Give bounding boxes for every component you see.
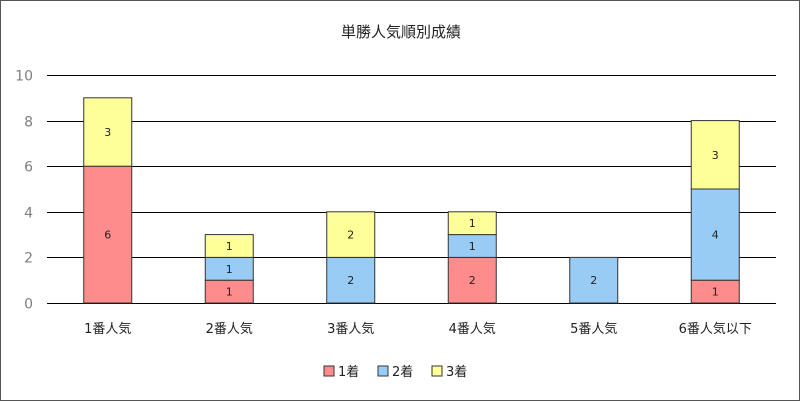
bar-segment xyxy=(447,256,497,304)
x-tick-label: 5番人気 xyxy=(570,321,617,337)
data-label: 3 xyxy=(712,149,719,162)
legend: 1着 2着 3着 xyxy=(323,364,467,380)
gridlines xyxy=(47,75,776,304)
bar-segment xyxy=(447,211,497,236)
x-axis-ticks: 1番人気 2番人気 3番人気 4番人気 5番人気 6番人気以下 xyxy=(84,321,752,337)
legend-swatch xyxy=(377,365,389,377)
legend-item: 1着 xyxy=(323,364,359,380)
y-tick-label: 10 xyxy=(15,69,33,85)
data-label: 1 xyxy=(226,286,233,299)
bar-segment xyxy=(326,256,376,304)
legend-item: 2着 xyxy=(377,364,413,380)
data-label: 1 xyxy=(226,240,233,253)
y-tick-label: 4 xyxy=(24,206,33,222)
y-tick-label: 2 xyxy=(24,251,33,267)
legend-item: 3着 xyxy=(431,364,467,380)
bar-segment xyxy=(569,256,619,304)
data-label: 3 xyxy=(104,126,111,139)
legend-swatch xyxy=(431,365,443,377)
bar-segment xyxy=(690,120,740,190)
data-label: 2 xyxy=(590,274,597,287)
data-label: 1 xyxy=(226,263,233,276)
chart-title: 単勝人気順別成績 xyxy=(341,23,461,41)
data-label: 2 xyxy=(347,229,354,242)
legend-label: 2着 xyxy=(392,364,413,380)
legend-label: 1着 xyxy=(338,364,359,380)
data-label: 6 xyxy=(104,229,111,242)
x-tick-label: 6番人気以下 xyxy=(679,321,752,337)
bar-segment xyxy=(690,188,740,281)
data-label: 2 xyxy=(469,274,476,287)
y-tick-label: 0 xyxy=(24,297,33,313)
legend-label: 3着 xyxy=(446,364,467,380)
y-tick-label: 8 xyxy=(24,115,33,131)
x-tick-label: 4番人気 xyxy=(449,321,496,337)
y-tick-label: 6 xyxy=(24,160,33,176)
data-label: 1 xyxy=(469,217,476,230)
x-tick-label: 2番人気 xyxy=(206,321,253,337)
bar-segment xyxy=(326,211,376,258)
legend-swatch xyxy=(323,365,335,377)
bar-segment xyxy=(83,165,133,304)
data-label: 4 xyxy=(712,229,719,242)
bar-segment xyxy=(204,234,254,258)
data-label: 1 xyxy=(712,286,719,299)
x-tick-label: 1番人気 xyxy=(84,321,131,337)
x-tick-label: 3番人気 xyxy=(327,321,374,337)
bar-segment xyxy=(83,97,133,167)
data-label: 1 xyxy=(469,240,476,253)
bars: 6 3 1 1 1 2 2 2 1 1 2 1 4 3 xyxy=(83,97,740,304)
data-label: 2 xyxy=(347,274,354,287)
y-axis-ticks: 0 2 4 6 8 10 xyxy=(15,69,33,313)
